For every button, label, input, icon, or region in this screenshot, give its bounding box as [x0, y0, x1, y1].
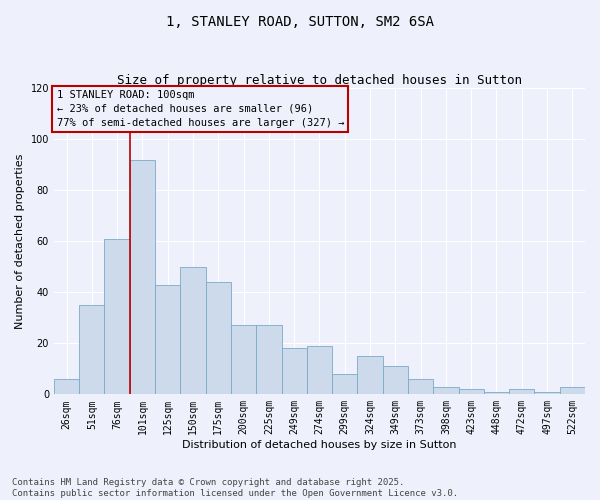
- Bar: [332, 374, 358, 394]
- Bar: [358, 356, 383, 395]
- Bar: [509, 389, 535, 394]
- Bar: [307, 346, 332, 395]
- Bar: [54, 379, 79, 394]
- Bar: [281, 348, 307, 395]
- Bar: [535, 392, 560, 394]
- Bar: [155, 284, 181, 395]
- Bar: [79, 305, 104, 394]
- Bar: [104, 238, 130, 394]
- Bar: [231, 326, 256, 394]
- Bar: [206, 282, 231, 395]
- Bar: [484, 392, 509, 394]
- Bar: [408, 379, 433, 394]
- X-axis label: Distribution of detached houses by size in Sutton: Distribution of detached houses by size …: [182, 440, 457, 450]
- Bar: [383, 366, 408, 394]
- Bar: [560, 386, 585, 394]
- Text: 1, STANLEY ROAD, SUTTON, SM2 6SA: 1, STANLEY ROAD, SUTTON, SM2 6SA: [166, 15, 434, 29]
- Text: 1 STANLEY ROAD: 100sqm
← 23% of detached houses are smaller (96)
77% of semi-det: 1 STANLEY ROAD: 100sqm ← 23% of detached…: [56, 90, 344, 128]
- Text: Contains HM Land Registry data © Crown copyright and database right 2025.
Contai: Contains HM Land Registry data © Crown c…: [12, 478, 458, 498]
- Bar: [433, 386, 458, 394]
- Title: Size of property relative to detached houses in Sutton: Size of property relative to detached ho…: [117, 74, 522, 87]
- Bar: [256, 326, 281, 394]
- Y-axis label: Number of detached properties: Number of detached properties: [15, 154, 25, 329]
- Bar: [130, 160, 155, 394]
- Bar: [181, 267, 206, 394]
- Bar: [458, 389, 484, 394]
